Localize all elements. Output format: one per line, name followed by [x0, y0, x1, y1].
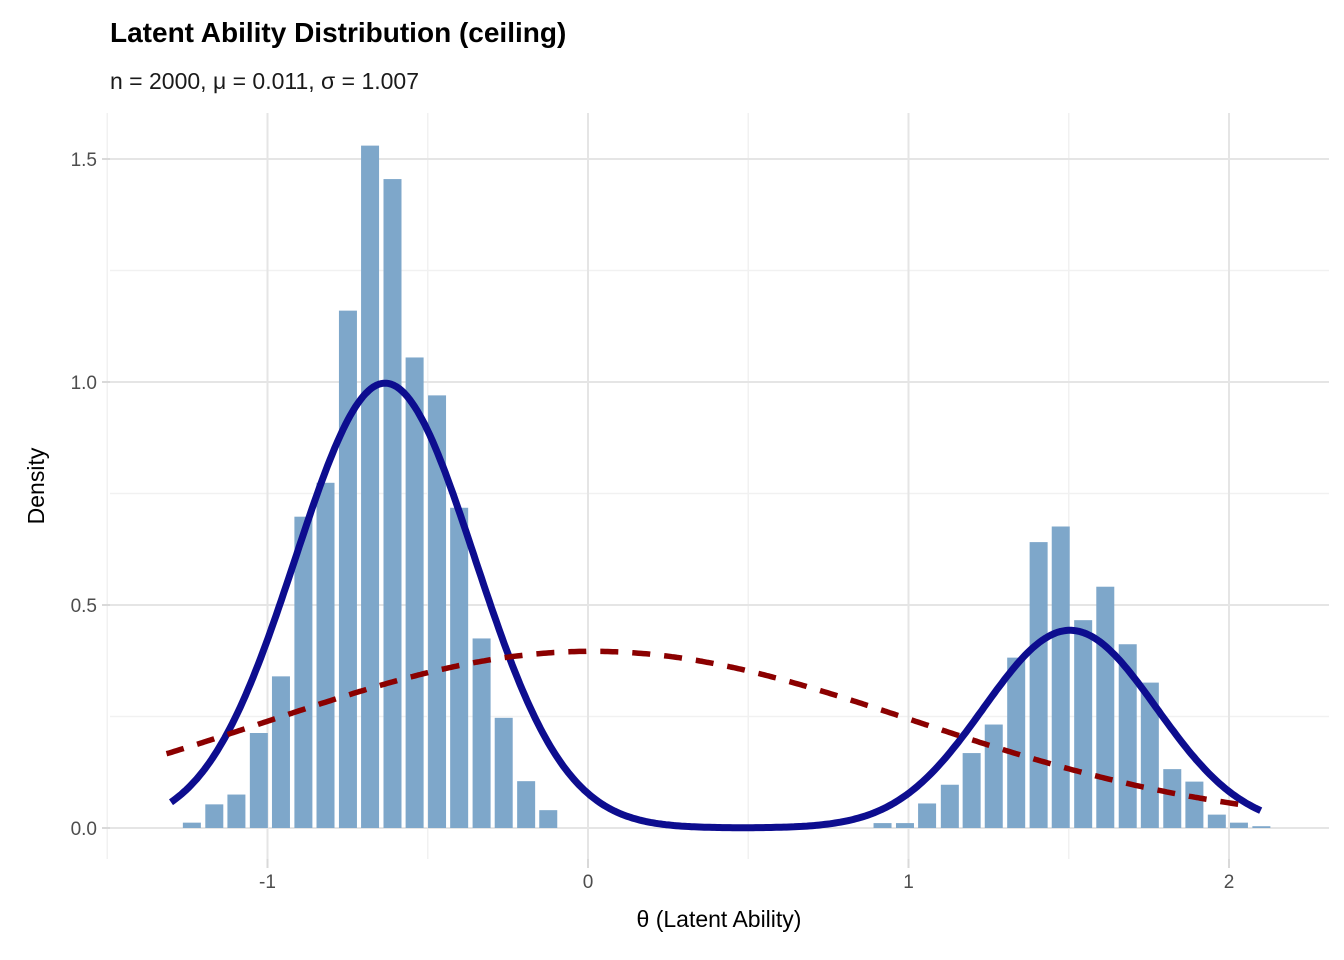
histogram-bar [271, 676, 290, 828]
y-tick-label: 0.5 [71, 596, 97, 617]
histogram-bar [1229, 822, 1248, 828]
histogram-bar [1140, 682, 1159, 828]
histogram-bar [1051, 526, 1070, 828]
histogram-bar [1029, 542, 1048, 828]
histogram-bar [1207, 814, 1226, 828]
histogram-bar [962, 753, 981, 828]
histogram-bar [494, 717, 513, 828]
histogram-bar [472, 638, 491, 828]
kde-density-curve [169, 379, 1263, 832]
histogram-bar [918, 803, 937, 828]
histogram-bar [517, 781, 536, 828]
x-tick-label: 0 [583, 872, 594, 893]
histogram-bar [361, 145, 380, 828]
histogram-bar [895, 823, 914, 828]
x-tick-label: -1 [259, 872, 276, 893]
histogram-bar [383, 179, 402, 828]
histogram-bar [1185, 781, 1204, 828]
chart-title: Latent Ability Distribution (ceiling) [110, 17, 566, 48]
histogram-bar [338, 310, 357, 828]
histogram-bar [984, 724, 1003, 828]
x-tick-label: 1 [903, 872, 914, 893]
y-tick-label: 1.5 [71, 150, 97, 171]
histogram-bar [294, 516, 313, 828]
histogram-bar [205, 804, 224, 828]
histogram-bar [1252, 826, 1271, 828]
histogram-bar [1096, 586, 1115, 828]
chart-subtitle: n = 2000, μ = 0.011, σ = 1.007 [110, 68, 419, 94]
y-tick-label: 0.0 [71, 819, 97, 840]
histogram-bar [539, 810, 558, 828]
x-axis-title: θ (Latent Ability) [637, 906, 802, 932]
histogram-bar [1074, 620, 1093, 828]
histogram-bar [1007, 657, 1026, 828]
histogram-bar [873, 823, 892, 828]
histogram-bar [428, 395, 447, 828]
histogram-bar [940, 784, 959, 828]
normal-fit-curve [165, 648, 1250, 809]
histogram-bar [1163, 769, 1182, 828]
x-tick-label: 2 [1224, 872, 1235, 893]
histogram-bar [405, 357, 424, 828]
plot-panel: 0.0 0.5 1.0 1.5 -1 0 1 2 [71, 113, 1329, 893]
histogram-bar [227, 794, 246, 828]
histogram-bar [316, 482, 335, 828]
y-tick-label: 1.0 [71, 373, 97, 394]
y-axis-title: Density [23, 447, 49, 524]
histogram-bar [249, 733, 268, 828]
histogram-bar [182, 822, 201, 828]
